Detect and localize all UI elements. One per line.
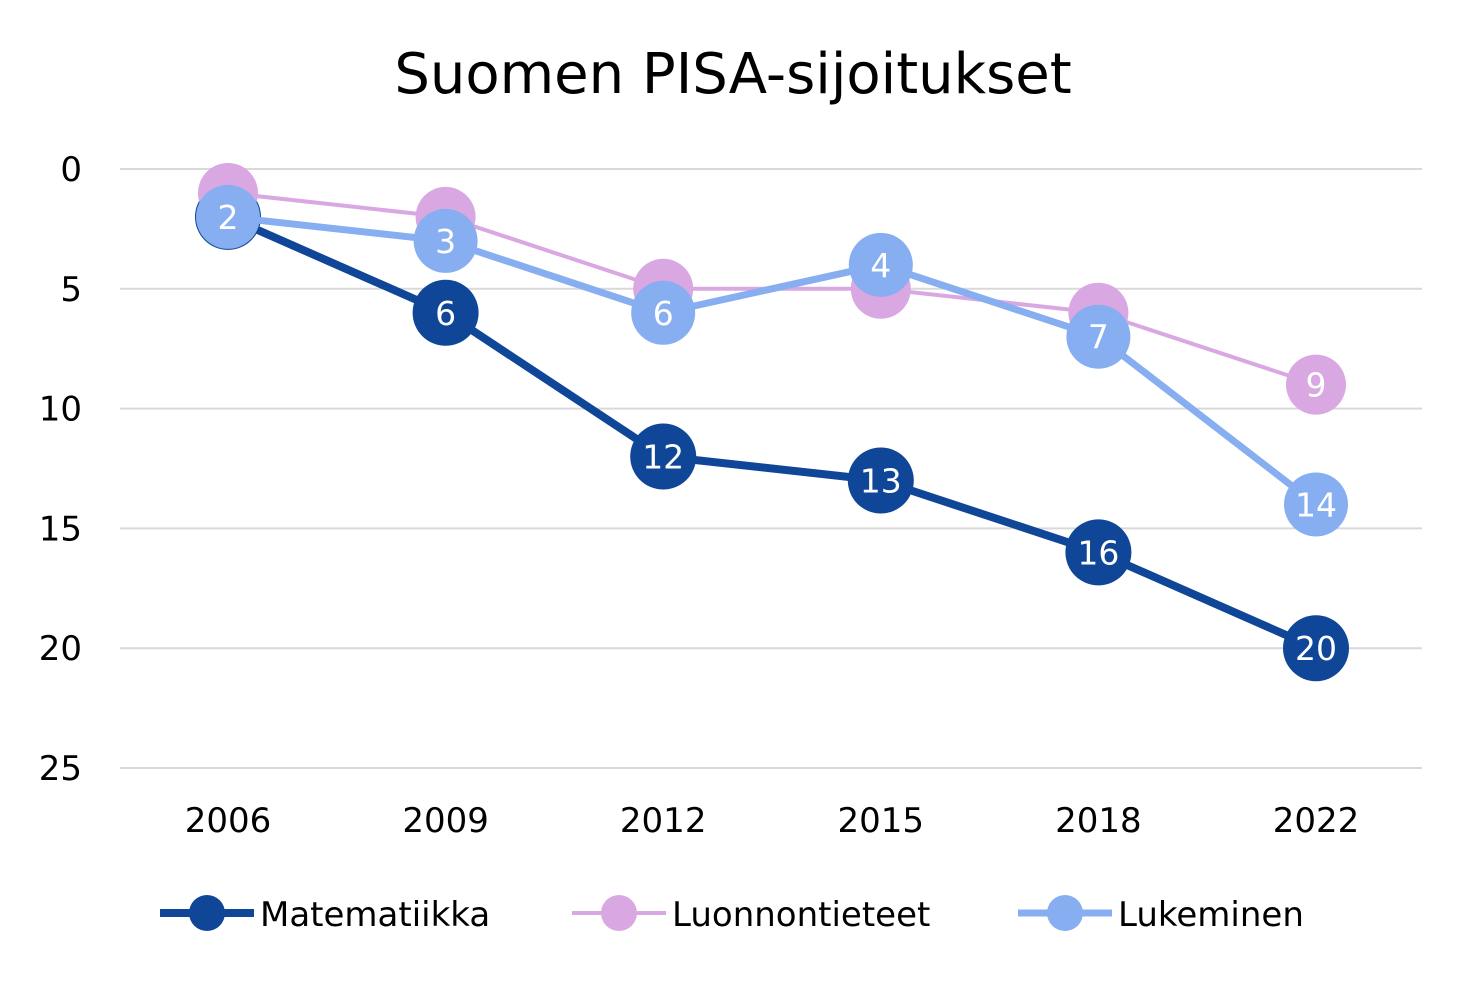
y-tick-label: 15 xyxy=(39,509,82,549)
y-tick-label: 20 xyxy=(39,629,82,669)
x-tick-label: 2012 xyxy=(620,801,707,841)
chart-title: Suomen PISA-sijoitukset xyxy=(394,42,1071,107)
data-point xyxy=(412,279,479,346)
legend-label: Lukeminen xyxy=(1118,895,1304,935)
series-line xyxy=(227,213,1319,508)
y-tick-label: 10 xyxy=(39,390,82,430)
data-label: 16 xyxy=(1077,533,1119,572)
data-point xyxy=(1066,304,1131,369)
legend-label: Luonnontieteet xyxy=(672,895,930,935)
legend-marker xyxy=(1047,895,1083,931)
legend-label: Matematiikka xyxy=(260,895,490,935)
series-matematiikka: 6 12 13 16 20 xyxy=(195,183,1349,682)
y-tick-label: 25 xyxy=(39,749,82,789)
data-point xyxy=(1284,472,1348,537)
data-point xyxy=(1283,615,1349,682)
data-label: 20 xyxy=(1295,629,1337,668)
data-label: 4 xyxy=(870,246,891,285)
data-point xyxy=(848,232,913,297)
legend-item-matematiikka: Matematiikka xyxy=(160,895,490,935)
data-label: 3 xyxy=(435,222,456,261)
data-point xyxy=(1286,354,1346,415)
data-label: 7 xyxy=(1088,318,1109,357)
data-label: 14 xyxy=(1295,485,1337,524)
data-point xyxy=(1065,519,1132,586)
x-tick-label: 2018 xyxy=(1055,801,1142,841)
data-point xyxy=(196,184,260,249)
y-tick-label: 0 xyxy=(60,150,82,190)
legend-item-luonnontieteet: Luonnontieteet xyxy=(572,895,930,935)
legend-marker xyxy=(189,895,225,931)
x-tick-label: 2022 xyxy=(1273,801,1360,841)
x-tick-label: 2009 xyxy=(402,801,489,841)
data-label: 9 xyxy=(1306,366,1327,405)
data-point xyxy=(413,208,478,273)
x-tick-label: 2015 xyxy=(838,801,925,841)
data-label: 13 xyxy=(860,461,902,500)
data-label: 2 xyxy=(218,198,239,237)
y-tick-label: 5 xyxy=(60,270,82,310)
data-point xyxy=(630,423,697,490)
legend-marker xyxy=(601,895,637,931)
data-label: 6 xyxy=(653,294,674,333)
data-point xyxy=(847,447,914,514)
x-tick-label: 2006 xyxy=(185,801,272,841)
legend-item-lukeminen: Lukeminen xyxy=(1018,895,1304,935)
series-line xyxy=(226,213,1318,652)
data-label: 12 xyxy=(642,438,684,477)
series-lukeminen: 2 3 6 4 7 14 xyxy=(196,184,1348,537)
data-label: 6 xyxy=(435,294,456,333)
data-point xyxy=(631,280,696,345)
